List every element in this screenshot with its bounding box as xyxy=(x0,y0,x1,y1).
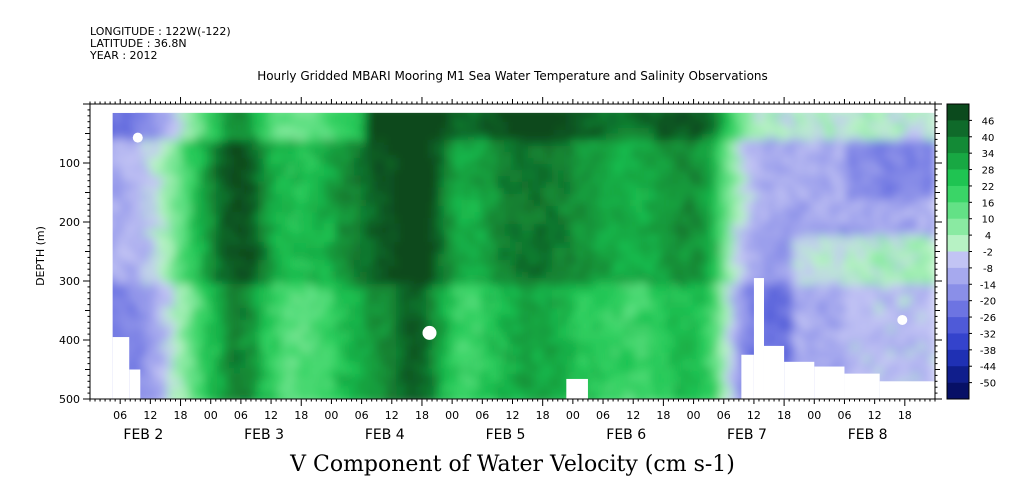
colorbar-label: -26 xyxy=(980,313,996,324)
y-axis-label: DEPTH (m) xyxy=(34,226,47,286)
colorbar-label: -14 xyxy=(980,280,996,291)
colorbar-label: -8 xyxy=(983,264,993,275)
y-tick-label: 400 xyxy=(59,334,80,347)
x-tick-label: 00 xyxy=(807,409,821,422)
latitude-label: LATITUDE : 36.8N xyxy=(90,37,187,50)
x-tick-label: 12 xyxy=(506,409,520,422)
colorbar-swatch xyxy=(947,235,969,252)
x-tick-label: 00 xyxy=(204,409,218,422)
day-label: FEB 3 xyxy=(244,427,284,443)
x-tick-label: 06 xyxy=(596,409,610,422)
colorbar-swatch xyxy=(947,218,969,236)
colorbar-swatch xyxy=(947,185,969,203)
colorbar-swatch xyxy=(947,382,969,400)
x-tick-label: 12 xyxy=(747,409,761,422)
x-tick-label: 12 xyxy=(264,409,278,422)
colorbar-label: 28 xyxy=(982,166,995,177)
x-tick-label: 00 xyxy=(445,409,459,422)
x-tick-label: 06 xyxy=(717,409,731,422)
y-tick-label: 500 xyxy=(59,393,80,406)
x-tick-label: 12 xyxy=(626,409,640,422)
x-tick-label: 06 xyxy=(837,409,851,422)
colorbar-swatch xyxy=(947,300,969,318)
x-tick-label: 00 xyxy=(687,409,701,422)
x-tick-label: 06 xyxy=(113,409,127,422)
colorbar-swatch xyxy=(947,284,969,301)
colorbar-label: 16 xyxy=(982,198,995,209)
colorbar-label: -2 xyxy=(983,248,993,259)
colorbar-swatch xyxy=(947,349,969,367)
colorbar-label: 10 xyxy=(982,215,995,226)
x-tick-label: 18 xyxy=(415,409,429,422)
x-tick-label: 18 xyxy=(656,409,670,422)
heatmap-field xyxy=(90,104,935,399)
day-label: FEB 6 xyxy=(606,427,646,443)
colorbar-label: -20 xyxy=(980,297,996,308)
colorbar: 46 40 34 28 22 16 10 4 -2 -8 -14 -20 -26 -32 -38 -44 -50 xyxy=(946,103,996,400)
x-tick-label: 18 xyxy=(898,409,912,422)
colorbar-label: -50 xyxy=(980,379,996,390)
day-label: FEB 7 xyxy=(727,427,767,443)
colorbar-swatch xyxy=(947,136,969,154)
colorbar-label: 40 xyxy=(982,133,995,144)
colorbar-swatch xyxy=(947,333,969,351)
day-label: FEB 8 xyxy=(848,427,888,443)
colorbar-label: 34 xyxy=(982,149,995,160)
colorbar-swatch xyxy=(947,267,969,285)
missing-data-mask xyxy=(90,104,935,399)
colorbar-swatch xyxy=(947,251,969,269)
colorbar-label: -32 xyxy=(980,329,996,340)
y-tick-label: 200 xyxy=(59,216,80,229)
x-tick-label: 12 xyxy=(868,409,882,422)
axes: 06 12 18 00 06 12 18 00 06 12 18 00 06 12 18 00 06 12 18 00… xyxy=(59,97,942,443)
y-tick-label: 300 xyxy=(59,275,80,288)
x-tick-label: 00 xyxy=(324,409,338,422)
x-tick-label: 06 xyxy=(234,409,248,422)
chart-title: Hourly Gridded MBARI Mooring M1 Sea Wate… xyxy=(257,69,768,83)
x-tick-label: 06 xyxy=(355,409,369,422)
day-label: FEB 4 xyxy=(365,427,405,443)
x-tick-label: 18 xyxy=(294,409,308,422)
colorbar-swatch xyxy=(947,153,969,170)
x-tick-label: 06 xyxy=(475,409,489,422)
x-tick-label: 18 xyxy=(777,409,791,422)
day-label: FEB 2 xyxy=(123,427,163,443)
colorbar-label: 4 xyxy=(985,231,991,242)
x-tick-label: 18 xyxy=(536,409,550,422)
year-label: YEAR : 2012 xyxy=(90,49,158,62)
day-label: FEB 5 xyxy=(486,427,526,443)
colorbar-label: 46 xyxy=(982,116,995,127)
x-tick-label: 12 xyxy=(385,409,399,422)
colorbar-swatch xyxy=(947,104,969,121)
colorbar-swatch xyxy=(947,366,969,383)
x-tick-label: 18 xyxy=(174,409,188,422)
colorbar-label: -44 xyxy=(980,362,996,373)
y-tick-label: 100 xyxy=(59,157,80,170)
colorbar-swatch xyxy=(947,120,969,138)
colorbar-swatch xyxy=(947,202,969,220)
colorbar-swatch xyxy=(947,317,969,334)
colorbar-label: 22 xyxy=(982,182,995,193)
colorbar-swatch xyxy=(947,169,969,187)
chart-subtitle: V Component of Water Velocity (cm s-1) xyxy=(290,452,735,477)
longitude-label: LONGITUDE : 122W(-122) xyxy=(90,25,231,38)
x-tick-label: 12 xyxy=(143,409,157,422)
colorbar-label: -38 xyxy=(980,346,996,357)
x-tick-label: 00 xyxy=(566,409,580,422)
